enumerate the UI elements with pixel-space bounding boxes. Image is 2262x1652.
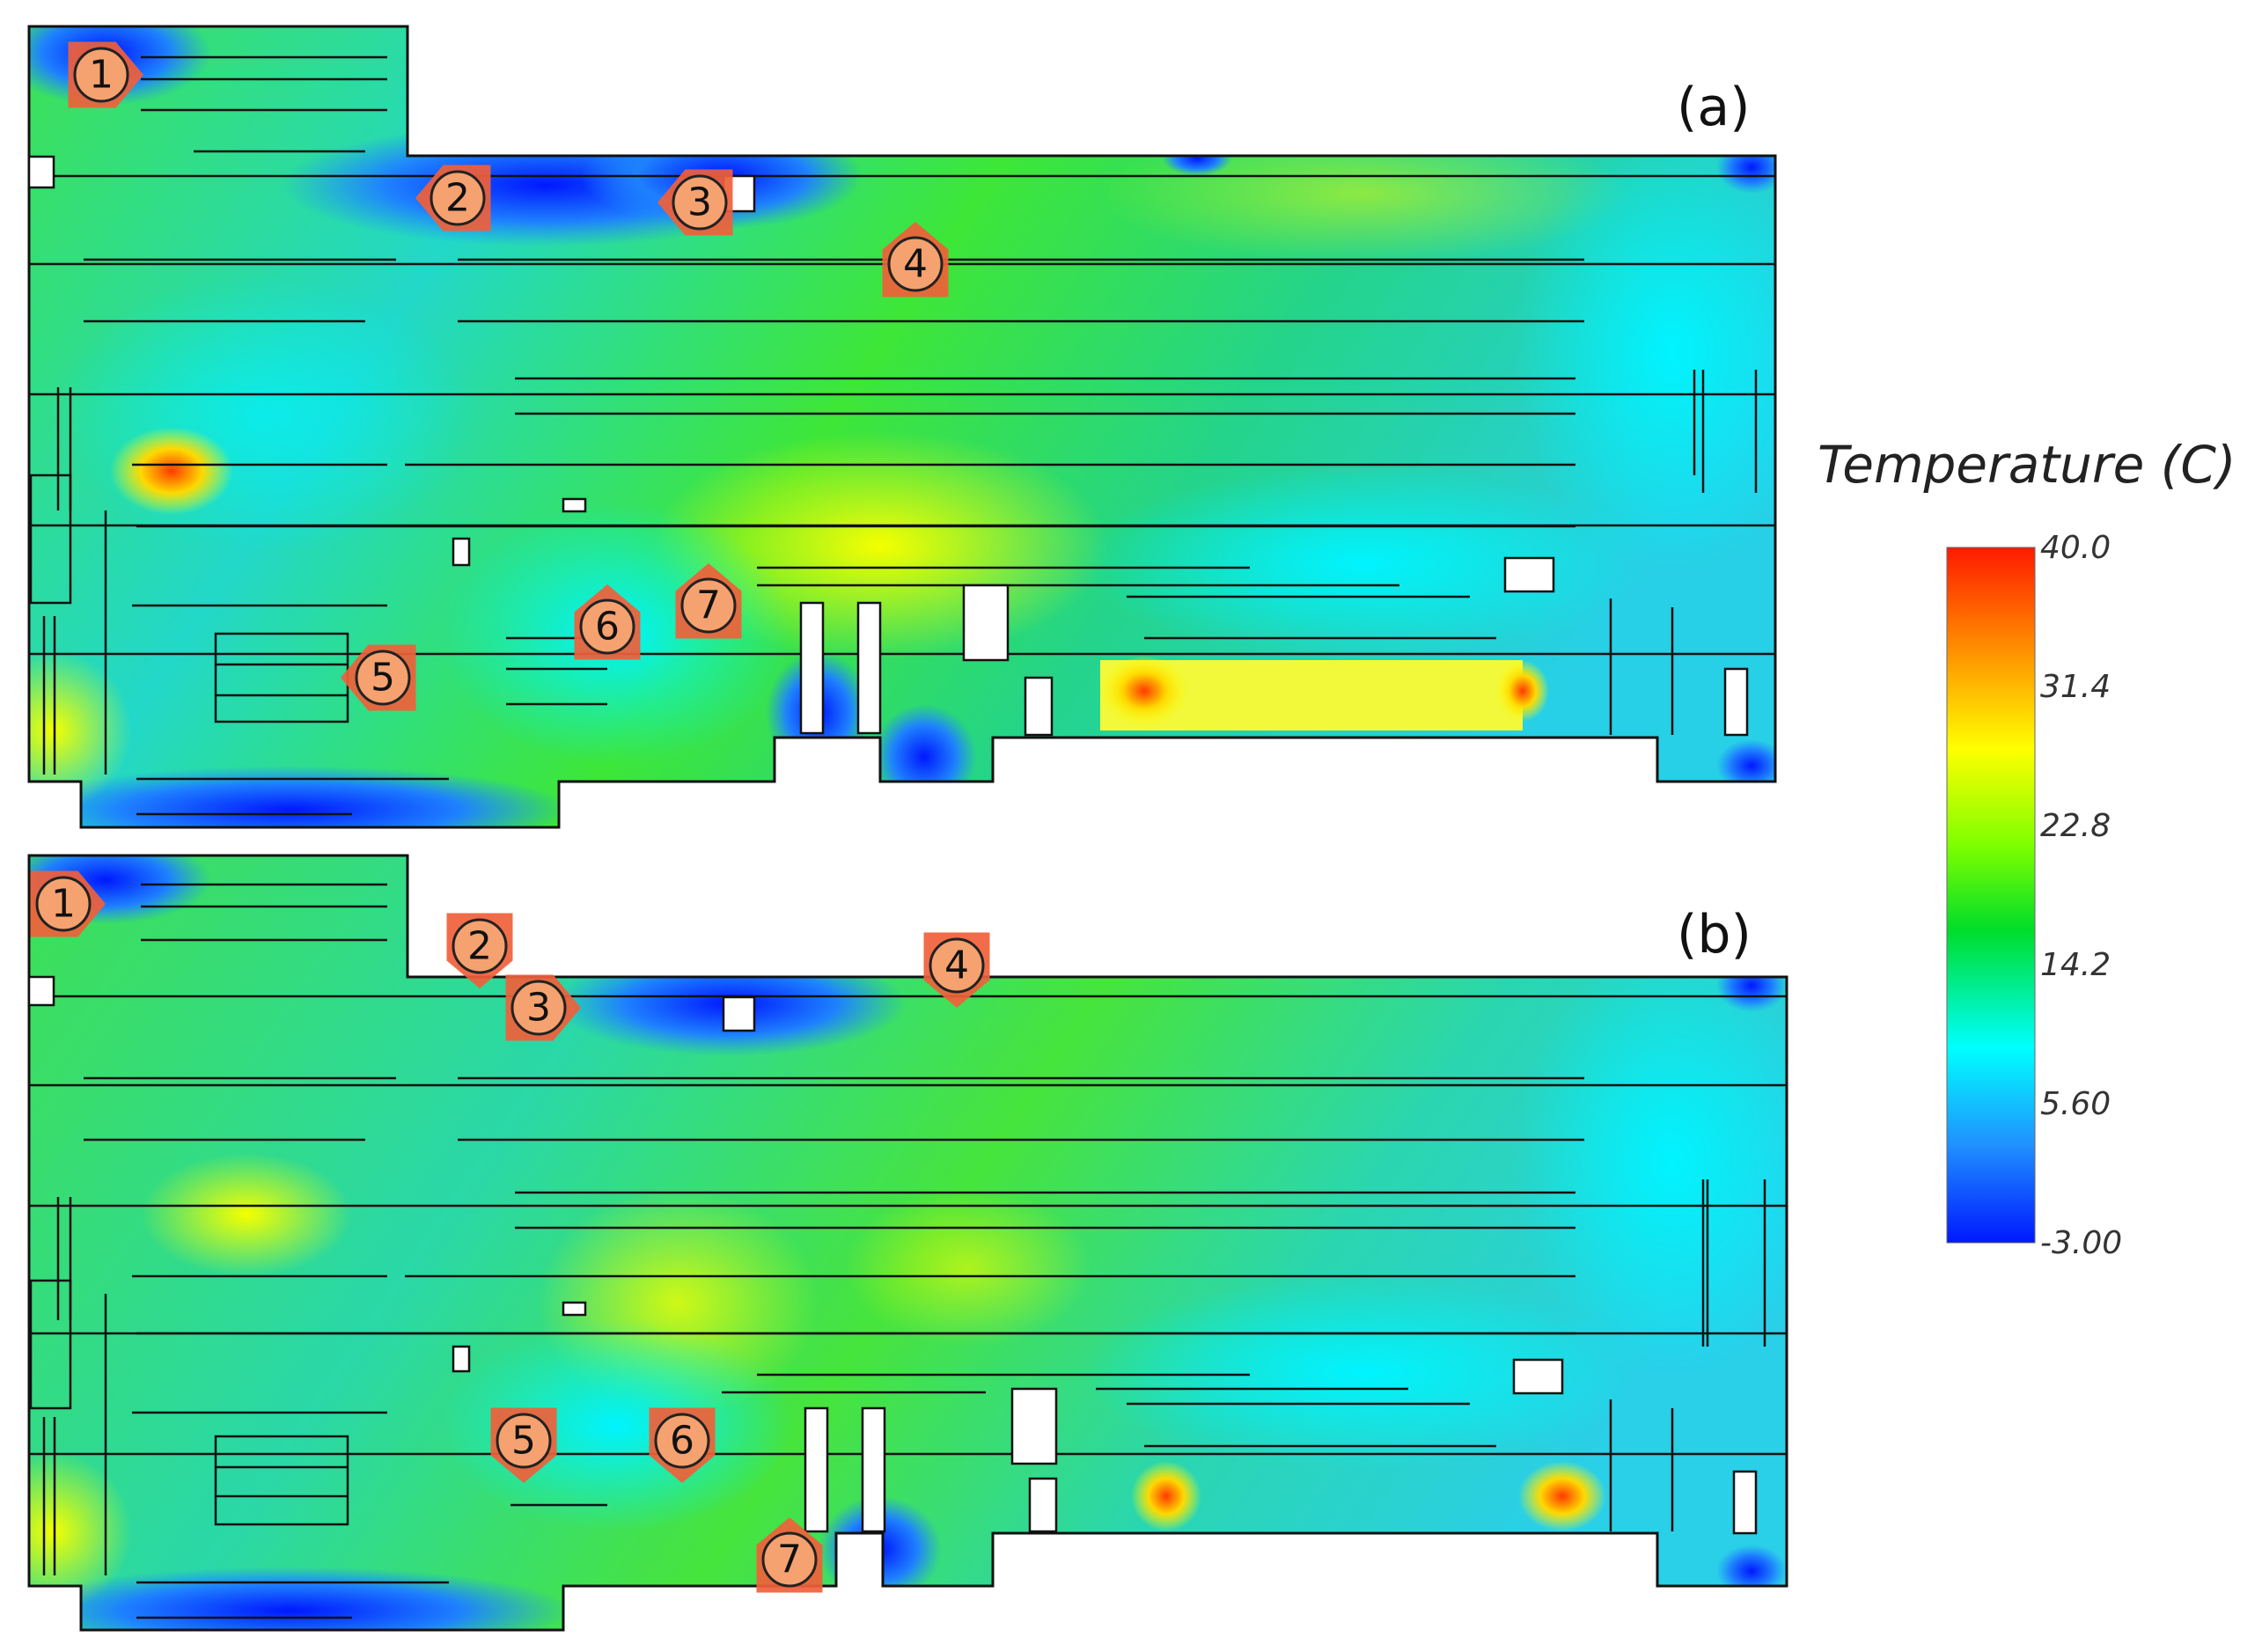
- colorbar-title: Temperature (C): [1818, 435, 2236, 495]
- marker-circle: [887, 236, 944, 292]
- vent-marker-b-4: 4: [923, 932, 990, 1008]
- panel-label-b: (b): [1677, 904, 1752, 966]
- vent-marker-a-3: 3: [657, 169, 733, 236]
- panel-label-a: (a): [1677, 77, 1751, 138]
- vent-marker-a-4: 4: [882, 222, 949, 297]
- colorbar-tick-label: -3.00: [2040, 1225, 2122, 1261]
- vent-marker-b-5: 5: [490, 1407, 557, 1483]
- marker-number: 4: [903, 242, 928, 287]
- panel-a-obstacles: [27, 155, 1749, 737]
- colorbar-gradient: [1946, 547, 2036, 1244]
- marker-circle: [430, 170, 486, 226]
- marker-circle: [452, 918, 508, 974]
- marker-circle: [654, 1413, 710, 1469]
- marker-number: 6: [670, 1419, 694, 1464]
- vent-marker-b-7: 7: [756, 1517, 823, 1593]
- panel-a-contour-field: [29, 26, 1775, 827]
- marker-number: 5: [511, 1419, 536, 1464]
- marker-circle: [680, 577, 737, 634]
- colorbar-tick-label: 31.4: [2040, 669, 2111, 705]
- panel-a-building-outline: [27, 25, 1777, 829]
- marker-number: 3: [526, 986, 551, 1031]
- marker-circle: [672, 174, 728, 231]
- marker-circle: [355, 650, 411, 706]
- marker-number: 2: [467, 924, 492, 969]
- colorbar-ticks: 40.0 31.4 22.8 14.2 5.60 -3.00: [2040, 530, 2122, 1261]
- marker-circle: [496, 1413, 552, 1469]
- vent-marker-b-6: 6: [649, 1407, 716, 1483]
- marker-number: 7: [777, 1538, 802, 1582]
- panel-a-internal-lines: [29, 55, 1775, 816]
- vent-marker-b-1: 1: [30, 870, 106, 937]
- marker-number: 4: [944, 943, 969, 988]
- panel-b-building-outline: [27, 854, 1788, 1632]
- marker-circle: [579, 598, 635, 655]
- marker-number: 3: [687, 180, 712, 225]
- marker-circle: [510, 980, 567, 1036]
- vent-marker-a-7: 7: [675, 563, 742, 639]
- colorbar-tick-label: 40.0: [2040, 530, 2111, 566]
- marker-number: 1: [51, 882, 76, 927]
- marker-circle: [761, 1531, 818, 1588]
- marker-circle: [929, 937, 985, 994]
- colorbar-tick-label: 5.60: [2040, 1086, 2111, 1122]
- panel-b-internal-lines: [29, 883, 1787, 1619]
- panel-b-obstacles: [27, 975, 1758, 1535]
- marker-circle: [35, 876, 92, 932]
- vent-marker-a-1: 1: [68, 41, 143, 108]
- marker-number: 1: [89, 53, 114, 98]
- marker-number: 2: [445, 176, 470, 221]
- marker-circle: [73, 47, 129, 103]
- vent-marker-a-5: 5: [341, 644, 416, 711]
- panel-a: [27, 25, 1777, 829]
- temperature-colorbar: Temperature (C) 40.0 31.4 22.8 14.2 5.60 -3.0…: [1818, 435, 2236, 1261]
- marker-number: 6: [595, 605, 620, 650]
- vent-marker-a-2: 2: [415, 165, 491, 231]
- colorbar-tick-label: 14.2: [2040, 947, 2111, 983]
- panel-b: [27, 854, 1788, 1632]
- colorbar-tick-label: 22.8: [2040, 808, 2111, 844]
- vent-marker-a-6: 6: [574, 584, 641, 660]
- vent-marker-b-3: 3: [505, 974, 581, 1041]
- marker-number: 7: [696, 584, 721, 628]
- marker-number: 5: [371, 656, 395, 701]
- vent-marker-b-2: 2: [446, 913, 513, 988]
